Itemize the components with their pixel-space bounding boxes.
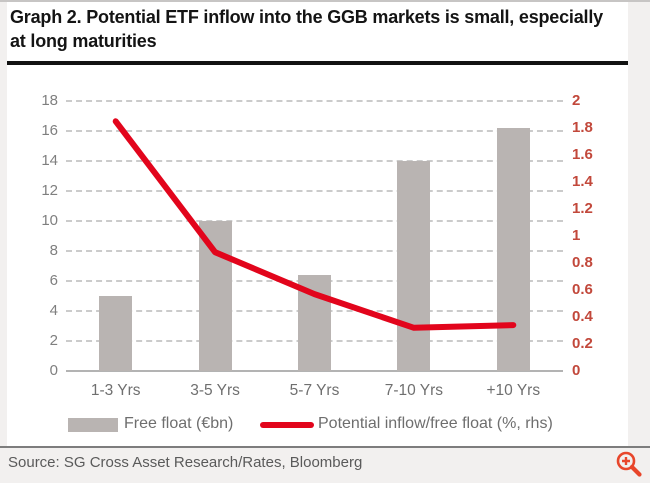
x-axis-label: 7-10 Yrs xyxy=(384,382,444,399)
zoom-in-button[interactable] xyxy=(614,449,644,479)
bar-free-float xyxy=(496,128,530,371)
y-axis-label-right: 1.6 xyxy=(572,146,593,163)
y-axis-label-right: 0.6 xyxy=(572,281,593,298)
y-axis-label-left: 14 xyxy=(41,152,58,169)
x-axis-label: 1-3 Yrs xyxy=(90,382,141,399)
y-axis-label-left: 8 xyxy=(49,242,58,259)
gridline xyxy=(66,160,563,162)
chart-title: Graph 2. Potential ETF inflow into the G… xyxy=(10,7,603,51)
y-axis-label-left: 2 xyxy=(49,332,58,349)
y-axis-label-left: 18 xyxy=(41,92,58,109)
legend-label-inflow-line: Potential inflow/free float (%, rhs) xyxy=(318,415,553,432)
magnifier-plus-icon xyxy=(616,451,642,477)
legend-swatch-inflow-line xyxy=(260,422,314,428)
footer-separator xyxy=(0,446,650,448)
gridline xyxy=(66,190,563,192)
gridline xyxy=(66,130,563,132)
y-axis-label-right: 1 xyxy=(572,227,581,244)
y-axis-label-left: 0 xyxy=(49,362,58,379)
y-axis-label-left: 12 xyxy=(41,182,58,199)
gridline xyxy=(66,250,563,252)
y-axis-label-right: 1.2 xyxy=(572,200,593,217)
y-axis-label-right: 0.2 xyxy=(572,335,593,352)
gridline xyxy=(66,100,563,102)
x-axis-label: 3-5 Yrs xyxy=(190,382,240,399)
y-axis-label-left: 4 xyxy=(49,302,58,319)
bar-free-float xyxy=(198,221,232,371)
y-axis-label-left: 6 xyxy=(49,272,58,289)
y-axis-label-right: 0 xyxy=(572,362,581,379)
gridline xyxy=(66,220,563,222)
top-edge-line xyxy=(0,0,650,2)
x-axis-baseline xyxy=(66,370,563,372)
y-axis-label-right: 0.8 xyxy=(572,254,593,271)
y-axis-label-right: 0.4 xyxy=(572,308,593,325)
title-rule xyxy=(7,61,628,65)
x-axis-label: +10 Yrs xyxy=(486,382,541,399)
y-axis-label-right: 1.8 xyxy=(572,119,593,136)
source-text: Source: SG Cross Asset Research/Rates, B… xyxy=(8,454,363,471)
legend-swatch-free-float xyxy=(68,418,118,432)
bar-free-float xyxy=(298,275,331,371)
bar-free-float xyxy=(99,296,133,371)
y-axis-label-right: 1.4 xyxy=(572,173,593,190)
y-axis-label-right: 2 xyxy=(572,92,581,109)
bar-free-float xyxy=(397,161,431,371)
y-axis-label-left: 16 xyxy=(41,122,58,139)
y-axis-label-left: 10 xyxy=(41,212,58,229)
x-axis-label: 5-7 Yrs xyxy=(289,382,340,399)
legend-label-free-float: Free float (€bn) xyxy=(124,415,234,432)
